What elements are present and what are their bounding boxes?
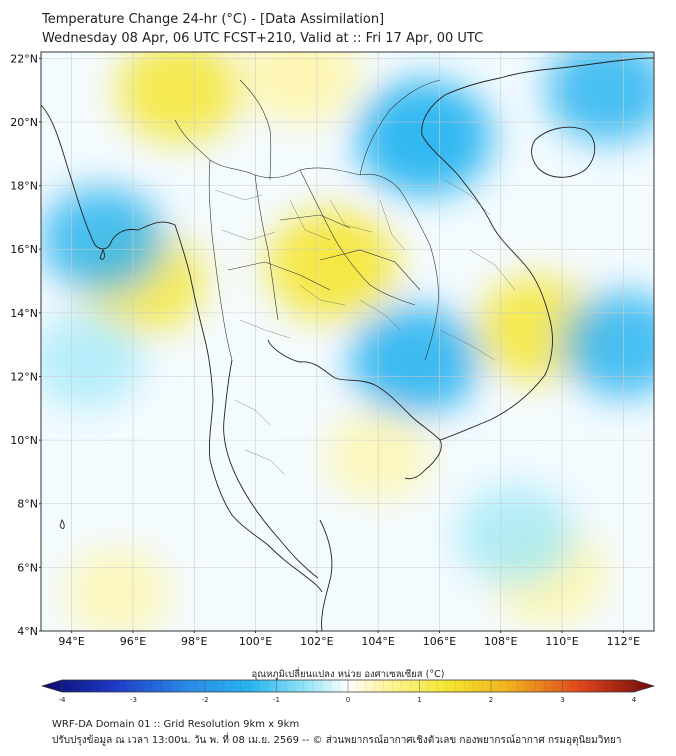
colorbar-label: อุณหภูมิเปลี่ยนแปลง หน่วย องศาเซลเซียส (… [252, 667, 445, 680]
map-title: Temperature Change 24-hr (°C) - [Data As… [42, 12, 385, 27]
lat-label: 22°N [10, 52, 38, 65]
anomaly-yunnan [242, 52, 361, 125]
colorbar-tick-label: -4 [59, 696, 67, 704]
lon-label: 98°E [181, 635, 207, 648]
lat-label: 6°N [17, 561, 38, 574]
colorbar-tick-label: -2 [202, 696, 209, 704]
anomaly-andaman-south [64, 547, 171, 631]
lat-label: 16°N [10, 243, 38, 256]
province-borders [214, 179, 516, 476]
lon-label: 94°E [58, 635, 84, 648]
map-subtitle: Wednesday 08 Apr, 06 UTC FCST+210, Valid… [42, 31, 484, 46]
lon-label: 102°E [300, 635, 333, 648]
lat-label: 20°N [10, 116, 38, 129]
map-frame [40, 51, 655, 632]
colorbar-tick-label: -3 [130, 696, 137, 704]
lat-label: 12°N [10, 370, 38, 383]
anomaly-andaman-central [41, 313, 143, 409]
lon-label: 96°E [120, 635, 146, 648]
colorbar-tick-label: 1 [417, 696, 421, 704]
colorbar-tick-label: 3 [560, 696, 564, 704]
colorbar-tick-label: 4 [632, 696, 637, 704]
anomaly-bay-of-bengal [41, 187, 165, 293]
anomaly-northeast-thailand [267, 209, 398, 321]
lon-label: 100°E [239, 635, 272, 648]
anomaly-north-myanmar [116, 52, 241, 143]
lat-label: 14°N [10, 307, 38, 320]
colorbar-tick-label: -1 [273, 696, 280, 704]
lon-label: 108°E [484, 635, 517, 648]
footer-model-info: WRF-DA Domain 01 :: Grid Resolution 9km … [52, 719, 300, 730]
anomaly-cambodia [349, 305, 480, 416]
colorbar-tick-label: 2 [489, 696, 493, 704]
anomaly-hainan-east [546, 52, 654, 143]
lon-label: 106°E [423, 635, 456, 648]
anomaly-south-china-sea-east [561, 291, 654, 398]
temperature-map: 22°N 20°N 18°N 16°N 14°N 12°N 10°N 8°N 6°N 4°N 94°… [10, 51, 656, 704]
footer-credit: ปรับปรุงข้อมูล ณ เวลา 13:00น. วัน พ. ที่… [52, 735, 622, 746]
country-borders [174, 79, 441, 361]
lat-label: 4°N [17, 625, 38, 638]
lat-label: 8°N [17, 498, 38, 511]
anomaly-south-china-sea-south [457, 485, 576, 586]
coastlines [41, 57, 654, 631]
colorbar-tick-label: 0 [346, 696, 350, 704]
lon-label: 110°E [545, 635, 578, 648]
lat-label: 10°N [10, 434, 38, 447]
lon-label: 104°E [361, 635, 394, 648]
lon-label: 112°E [607, 635, 640, 648]
lat-label: 18°N [10, 180, 38, 193]
